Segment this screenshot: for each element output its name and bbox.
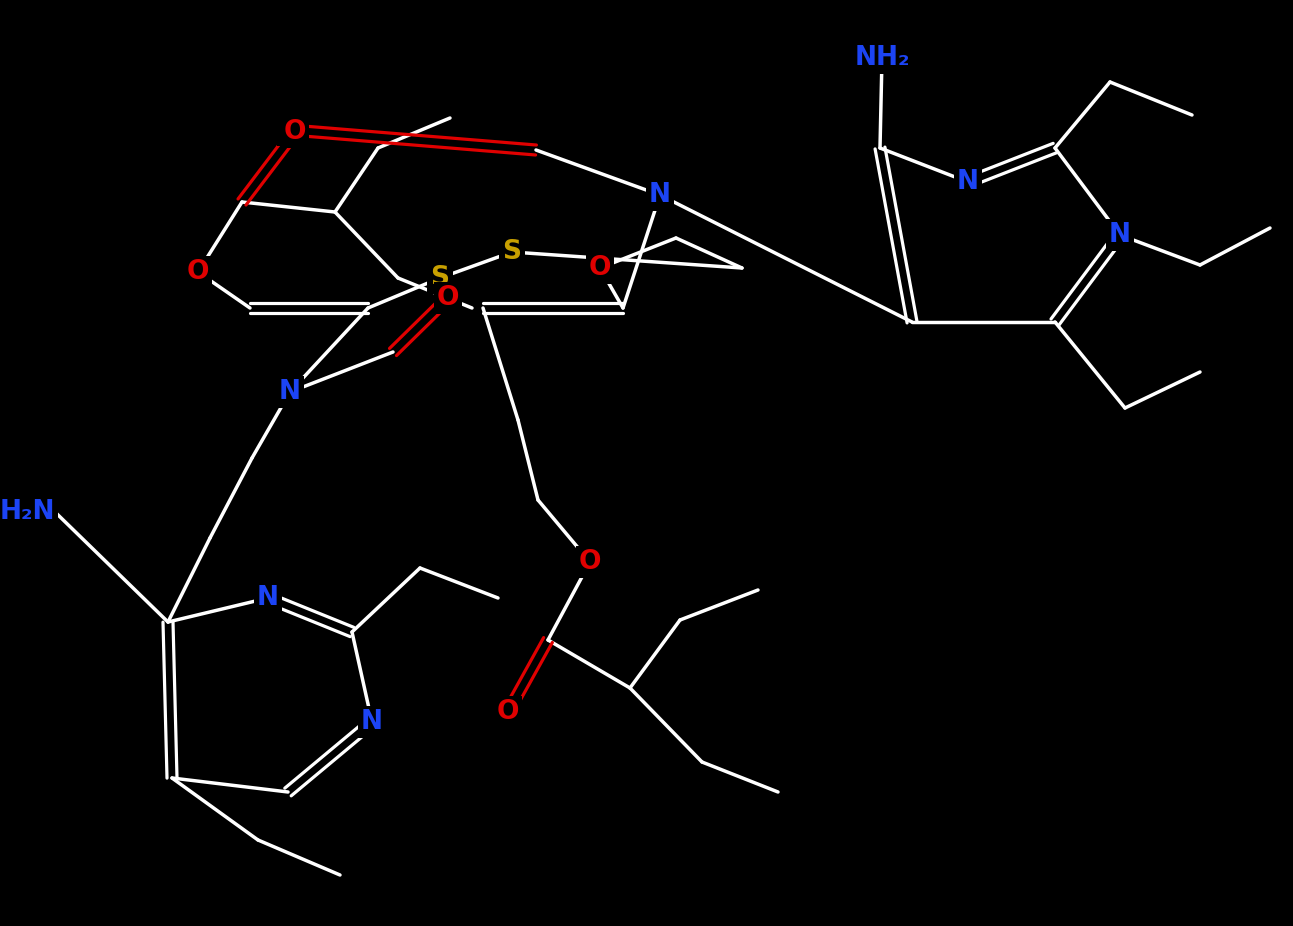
Text: S: S	[431, 265, 450, 291]
Text: N: N	[361, 709, 383, 735]
Text: H₂N: H₂N	[0, 499, 56, 525]
Text: O: O	[283, 119, 306, 145]
Text: O: O	[437, 285, 459, 311]
Text: S: S	[503, 239, 521, 265]
Text: O: O	[588, 255, 612, 281]
Text: O: O	[497, 699, 520, 725]
Text: O: O	[279, 117, 303, 143]
Text: NH₂: NH₂	[855, 45, 910, 71]
Text: N: N	[649, 182, 671, 208]
Text: O: O	[186, 259, 209, 285]
Text: N: N	[1109, 222, 1131, 248]
Text: O: O	[579, 549, 601, 575]
Text: N: N	[279, 379, 301, 405]
Text: N: N	[957, 169, 979, 195]
Text: N: N	[257, 585, 279, 611]
